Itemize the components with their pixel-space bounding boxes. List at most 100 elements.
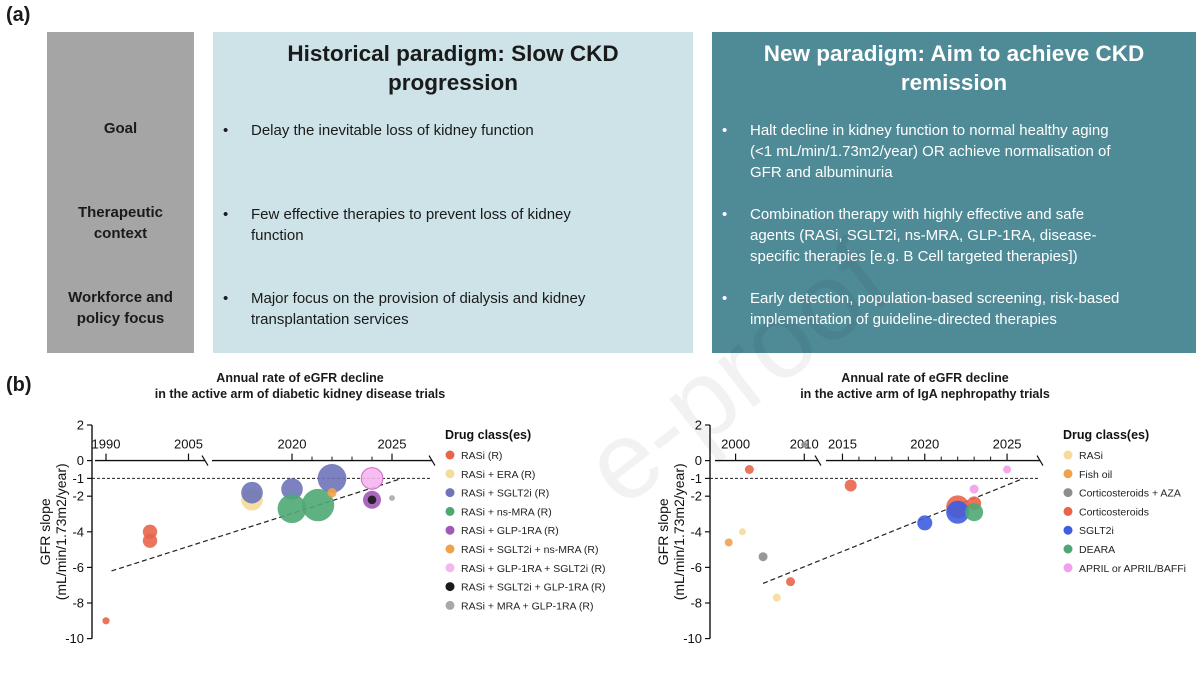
legend-swatch xyxy=(445,525,455,535)
x-tick-label: 1990 xyxy=(92,437,121,452)
legend-swatch xyxy=(445,563,455,573)
row-label-context-line2: context xyxy=(93,225,148,242)
x-tick-label: 2020 xyxy=(278,437,307,452)
legend-swatch xyxy=(1063,488,1073,498)
new-goal-item: • Halt decline in kidney function to nor… xyxy=(722,120,1192,186)
historical-workforce-line2: transplantation services xyxy=(251,311,409,328)
chart1-diabetic-kidney-disease: 2 0 -1 -2 -4 -6 -8 -10 GFR slope (mL/min/1.73m2/y… xyxy=(37,418,606,647)
legend-swatch xyxy=(1063,563,1073,573)
x-tick-label: 2025 xyxy=(993,437,1022,452)
y-tick-label: -8 xyxy=(690,596,702,611)
historical-context-line2: function xyxy=(251,227,304,244)
y-axis-title-line1: GFR slope xyxy=(655,498,671,565)
row-label-workforce-line2: policy focus xyxy=(76,310,165,327)
y-tick-label: -4 xyxy=(72,524,84,539)
legend-label: RASi + MRA + GLP-1RA (R) xyxy=(461,600,593,612)
data-point xyxy=(772,593,781,602)
y-tick-label: -10 xyxy=(683,631,702,646)
data-point xyxy=(965,503,984,522)
legend-swatch xyxy=(1063,469,1073,479)
legend-label: RASi + GLP-1RA (R) xyxy=(461,525,559,537)
legend-swatch xyxy=(445,488,455,498)
x-axis-break-mark xyxy=(428,455,436,466)
row-labels-column: Goal Therapeutic context Workforce and p… xyxy=(47,32,194,353)
new-goal-line1: Halt decline in kidney function to norma… xyxy=(750,122,1109,139)
legend-swatch xyxy=(445,600,455,610)
historical-context-item: • Few effective therapies to prevent los… xyxy=(223,204,683,248)
legend-label: RASi (R) xyxy=(461,450,502,462)
new-workforce-item: • Early detection, population-based scre… xyxy=(722,288,1192,332)
new-goal-line3: GFR and albuminuria xyxy=(750,164,893,181)
legend-label: DEARA xyxy=(1079,544,1115,556)
chart1-title-line2: in the active arm of diabetic kidney dis… xyxy=(154,387,446,401)
legend-swatch xyxy=(445,582,455,592)
x-axis-break-mark xyxy=(1036,455,1044,466)
legend-label: Corticosteroids xyxy=(1079,506,1149,518)
legend-swatch xyxy=(1063,506,1073,516)
x-tick-label: 2015 xyxy=(828,437,857,452)
legend-swatch xyxy=(1063,544,1073,554)
y-axis-title-line2: (mL/min/1.73m2/year) xyxy=(53,463,69,600)
chart2-iga-nephropathy: 2 0 -1 -2 -4 -6 -8 -10 GFR slope (mL/min/1.73m2/y… xyxy=(655,418,1186,647)
new-context-line1: Combination therapy with highly effectiv… xyxy=(750,206,1085,223)
chart2-title-line2: in the active arm of IgA nephropathy tri… xyxy=(800,387,1050,401)
data-point xyxy=(724,538,733,547)
data-point xyxy=(801,441,808,448)
x-tick-label: 2025 xyxy=(378,437,407,452)
trend-line xyxy=(762,477,1024,584)
y-tick-label: -2 xyxy=(72,489,84,504)
y-tick-label: -8 xyxy=(72,596,84,611)
data-point xyxy=(327,487,337,498)
data-point xyxy=(744,465,754,474)
data-point xyxy=(786,577,796,587)
data-point xyxy=(142,533,158,548)
data-point xyxy=(360,467,384,490)
legend-swatch xyxy=(1063,525,1073,535)
legend-label: RASi + SGLT2i (R) xyxy=(461,488,549,500)
bullet-icon: • xyxy=(722,206,728,223)
y-tick-label: 2 xyxy=(695,418,702,433)
y-tick-label: 2 xyxy=(77,418,84,433)
y-tick-label: -1 xyxy=(72,471,84,486)
new-context-item: • Combination therapy with highly effect… xyxy=(722,204,1192,270)
data-point xyxy=(241,481,263,504)
bullet-icon: • xyxy=(722,122,728,139)
row-label-workforce-line1: Workforce and xyxy=(68,289,173,306)
legend-label: Fish oil xyxy=(1079,469,1112,481)
legend-label: Corticosteroids + AZA xyxy=(1079,488,1181,500)
y-axis-title-line2: (mL/min/1.73m2/year) xyxy=(671,463,687,600)
legend-swatch xyxy=(445,544,455,554)
historical-goal-text: Delay the inevitable loss of kidney func… xyxy=(251,122,534,139)
new-paradigm-box: New paradigm: Aim to achieve CKD remissi… xyxy=(712,32,1196,353)
x-tick-label: 2000 xyxy=(721,437,750,452)
y-tick-label: -2 xyxy=(690,489,702,504)
new-title-line1: New paradigm: Aim to achieve CKD xyxy=(763,41,1145,66)
panel-b-label: (b) xyxy=(6,374,32,396)
bullet-icon: • xyxy=(223,206,229,223)
legend-label: RASi + SGLT2i + ns-MRA (R) xyxy=(461,544,599,556)
x-tick-label: 2020 xyxy=(910,437,939,452)
new-title-line2: remission xyxy=(900,70,1008,95)
legend-label: RASi + ns-MRA (R) xyxy=(461,506,552,518)
legend-label: RASi + ERA (R) xyxy=(461,469,535,481)
trend-line xyxy=(111,477,403,572)
data-point xyxy=(917,515,933,531)
data-point xyxy=(277,494,307,524)
new-context-line2: agents (RASi, SGLT2i, ns-MRA, GLP-1RA, d… xyxy=(750,227,1097,244)
data-point xyxy=(389,495,395,501)
legend-label: RASi + SGLT2i + GLP-1RA (R) xyxy=(461,582,606,594)
row-label-goal: Goal xyxy=(103,120,138,137)
data-point xyxy=(317,464,347,493)
historical-workforce-item: • Major focus on the provision of dialys… xyxy=(223,288,683,332)
x-axis-break-mark xyxy=(814,455,822,466)
data-point xyxy=(301,488,335,522)
data-point xyxy=(758,552,768,562)
data-point xyxy=(281,478,303,500)
historical-paradigm-box: Historical paradigm: Slow CKD progressio… xyxy=(213,32,693,353)
historical-title-line2: progression xyxy=(387,70,519,95)
data-point xyxy=(969,484,979,494)
legend-swatch xyxy=(1063,450,1073,460)
legend-label: RASi xyxy=(1079,450,1103,462)
x-axis-break-mark xyxy=(201,455,209,466)
new-workforce-line1: Early detection, population-based screen… xyxy=(750,290,1120,307)
